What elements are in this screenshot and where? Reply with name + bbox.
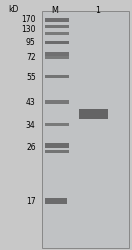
Text: kD: kD — [8, 6, 18, 15]
Text: 43: 43 — [26, 98, 36, 107]
Bar — [42, 11, 129, 248]
Bar — [45, 143, 69, 148]
Text: 55: 55 — [26, 73, 36, 82]
Bar — [45, 41, 69, 44]
Text: 95: 95 — [26, 38, 36, 47]
Bar — [45, 32, 69, 35]
Bar — [45, 25, 69, 28]
Text: M: M — [51, 6, 58, 15]
Bar — [45, 52, 69, 56]
Bar — [79, 109, 108, 118]
Bar — [45, 18, 69, 22]
Text: 170: 170 — [21, 16, 36, 24]
Bar — [45, 74, 69, 78]
Bar — [45, 150, 69, 153]
Text: 34: 34 — [26, 120, 36, 130]
Bar — [45, 56, 69, 59]
Text: 130: 130 — [21, 26, 36, 35]
Text: 17: 17 — [26, 197, 36, 206]
Text: 1: 1 — [95, 6, 100, 15]
Text: 72: 72 — [26, 53, 36, 62]
Bar — [45, 100, 69, 103]
Bar — [45, 198, 67, 203]
Bar — [45, 123, 69, 126]
Text: 26: 26 — [26, 143, 36, 152]
